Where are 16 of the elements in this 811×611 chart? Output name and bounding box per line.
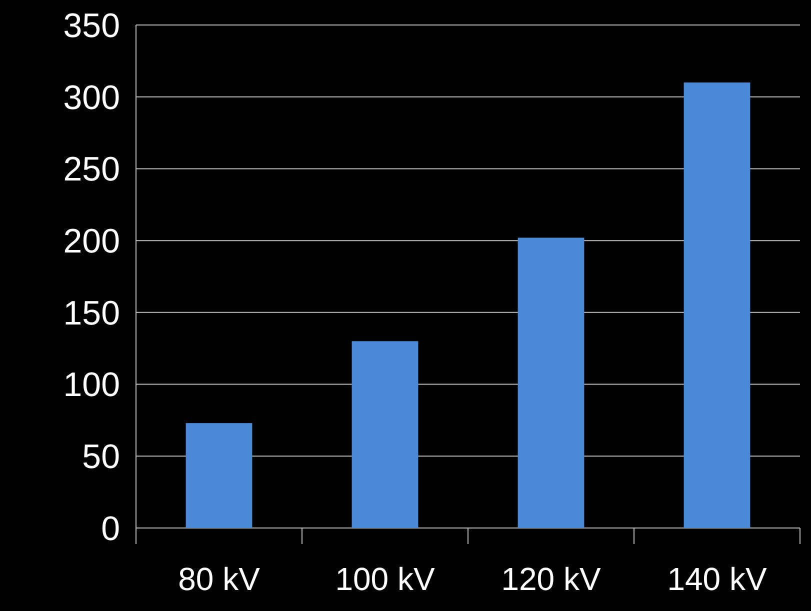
y-tick-label: 300 bbox=[63, 78, 120, 117]
x-tick-label: 100 kV bbox=[335, 561, 436, 597]
x-tick-label: 120 kV bbox=[501, 561, 602, 597]
y-tick-label: 250 bbox=[63, 150, 120, 189]
y-tick-label: 200 bbox=[63, 222, 120, 260]
x-tick-label: 80 kV bbox=[178, 561, 261, 597]
y-tick-label: 150 bbox=[63, 294, 120, 332]
y-tick-label: 0 bbox=[101, 510, 120, 548]
y-tick-label: 100 bbox=[63, 366, 120, 404]
bar bbox=[518, 238, 584, 528]
bar bbox=[684, 82, 750, 528]
bar bbox=[352, 341, 418, 528]
bar bbox=[186, 423, 252, 528]
y-tick-label: 50 bbox=[82, 438, 120, 476]
y-tick-label: 350 bbox=[63, 6, 120, 45]
x-tick-label: 140 kV bbox=[667, 561, 768, 597]
